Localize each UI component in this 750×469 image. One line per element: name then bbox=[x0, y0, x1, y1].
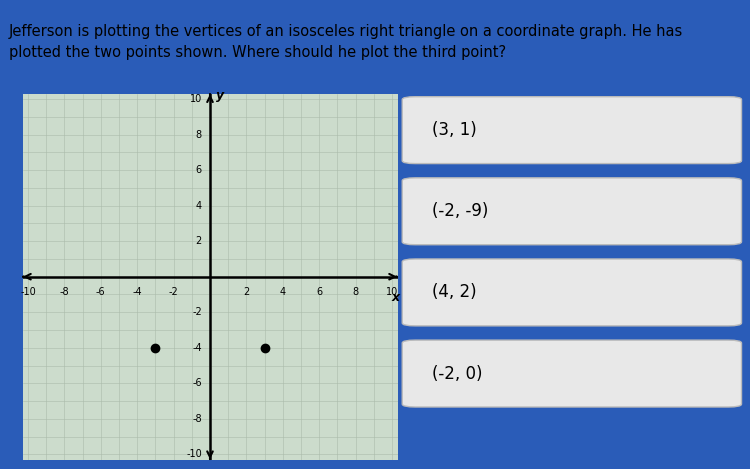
Text: -4: -4 bbox=[192, 343, 202, 353]
Text: 2: 2 bbox=[196, 236, 202, 246]
Text: 8: 8 bbox=[196, 129, 202, 140]
Text: -10: -10 bbox=[186, 449, 202, 459]
Text: y: y bbox=[216, 89, 224, 102]
Text: -2: -2 bbox=[169, 287, 178, 297]
Text: (4, 2): (4, 2) bbox=[431, 283, 476, 302]
Text: (3, 1): (3, 1) bbox=[431, 121, 476, 139]
Text: 4: 4 bbox=[280, 287, 286, 297]
FancyBboxPatch shape bbox=[402, 340, 742, 407]
Text: 6: 6 bbox=[196, 165, 202, 175]
Text: (-2, -9): (-2, -9) bbox=[431, 202, 488, 220]
Text: -8: -8 bbox=[59, 287, 69, 297]
Text: -4: -4 bbox=[132, 287, 142, 297]
Text: 2: 2 bbox=[243, 287, 250, 297]
FancyBboxPatch shape bbox=[402, 97, 742, 164]
Text: 10: 10 bbox=[190, 94, 202, 104]
Text: -6: -6 bbox=[192, 378, 202, 388]
Text: -8: -8 bbox=[192, 414, 202, 424]
Text: (-2, 0): (-2, 0) bbox=[431, 364, 482, 383]
Text: 6: 6 bbox=[316, 287, 322, 297]
Text: Jefferson is plotting the vertices of an isosceles right triangle on a coordinat: Jefferson is plotting the vertices of an… bbox=[9, 24, 683, 60]
Text: 10: 10 bbox=[386, 287, 398, 297]
Text: x: x bbox=[392, 291, 400, 304]
Text: 8: 8 bbox=[352, 287, 358, 297]
FancyBboxPatch shape bbox=[402, 178, 742, 245]
Text: -10: -10 bbox=[20, 287, 36, 297]
FancyBboxPatch shape bbox=[402, 259, 742, 326]
Text: -2: -2 bbox=[192, 307, 202, 317]
Text: -6: -6 bbox=[96, 287, 106, 297]
Text: 4: 4 bbox=[196, 201, 202, 211]
